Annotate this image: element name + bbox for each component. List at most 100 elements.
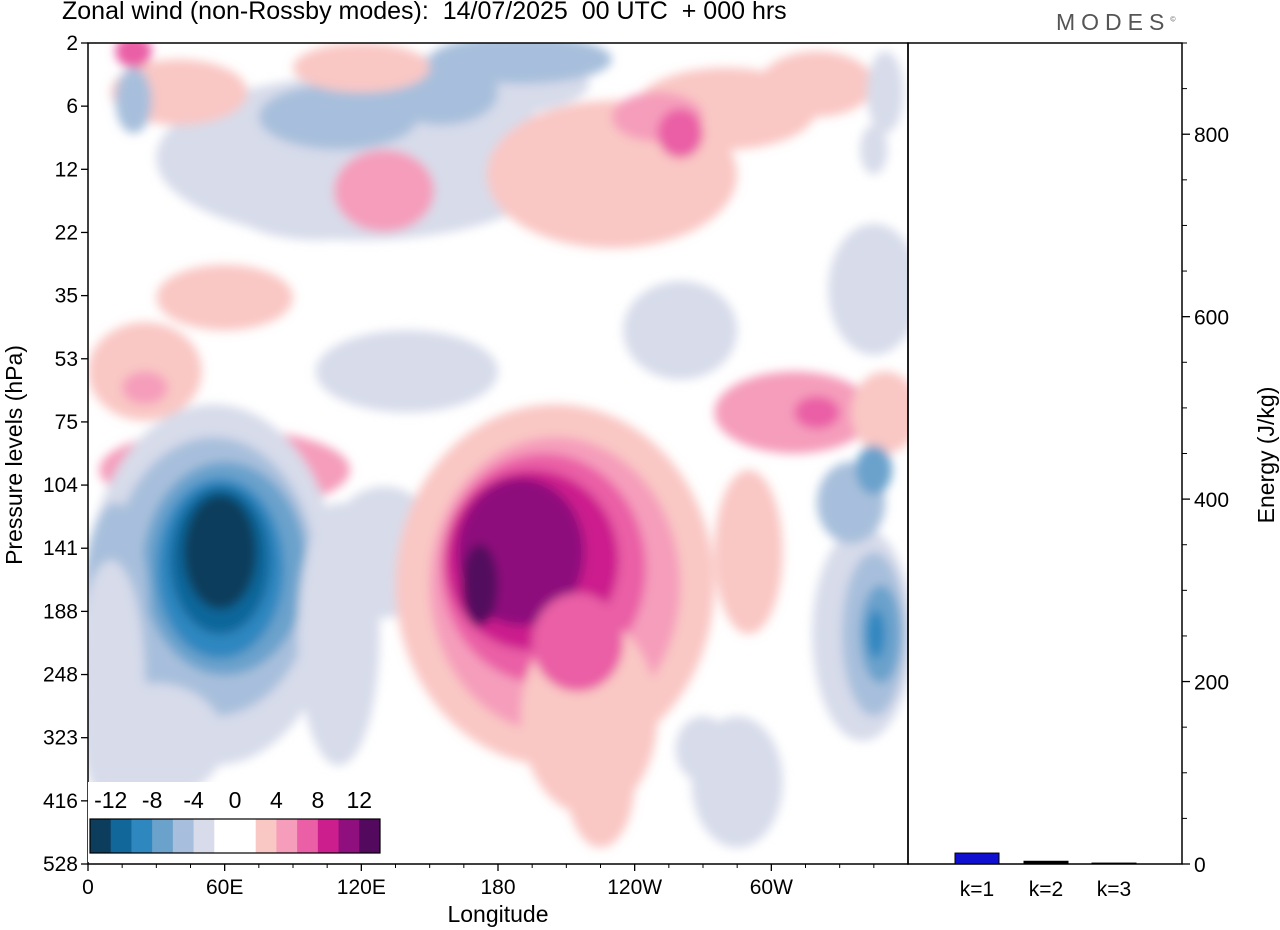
wind-contour-blob	[115, 43, 152, 68]
wind-contour-blob	[657, 108, 703, 158]
brand-mark: ©	[1170, 16, 1176, 24]
energy-tick-label: 400	[1194, 489, 1229, 512]
x-tick-label: 0	[82, 876, 94, 899]
modes-logo: MODES©	[1056, 9, 1176, 36]
colorbar-label: 0	[229, 787, 242, 813]
colorbar-cell	[214, 819, 236, 853]
colorbar-cell	[110, 819, 132, 853]
wind-contour-blob	[258, 84, 419, 150]
y-tick-label: 188	[43, 600, 78, 623]
colorbar-cell	[152, 819, 174, 853]
y-tick-label: 2	[66, 32, 78, 55]
wind-contour-blob	[855, 445, 893, 495]
wind-contour-blob	[794, 396, 840, 429]
wind-contour-blob	[828, 223, 908, 355]
y-tick-label: 528	[43, 853, 78, 876]
y-tick-label: 35	[55, 285, 78, 308]
brand-text: MODES	[1056, 9, 1171, 35]
colorbar-label: -8	[142, 787, 162, 813]
colorbar-cell	[276, 819, 298, 853]
energy-bar	[954, 852, 1000, 865]
energy-tick-label: 800	[1194, 124, 1229, 147]
colorbar-cell	[172, 819, 195, 853]
bar-labels: k=1 k=2 k=3	[960, 878, 1131, 901]
colorbar-cell	[317, 819, 340, 853]
energy-tick-label: 0	[1194, 854, 1206, 877]
colorbar-labels: -12 -8 -4 0 4 8 12	[94, 787, 372, 813]
energy-bar	[1023, 860, 1069, 865]
colorbar-cell	[193, 819, 215, 853]
x-axis-label: Longitude	[447, 901, 548, 927]
x-tick-label: 120E	[337, 876, 386, 899]
wind-contour-blob	[566, 716, 635, 848]
colorbar-cell	[255, 819, 277, 853]
x-tick-label: 60W	[750, 876, 793, 899]
x-tick-label: 120W	[607, 876, 662, 899]
energy-tick-label: 600	[1194, 307, 1229, 330]
bar-category-label: k=1	[960, 878, 994, 901]
wind-contour-blob	[759, 51, 874, 117]
wind-contour-blob	[122, 371, 168, 405]
y-tick-label: 141	[43, 537, 78, 560]
colorbar-cell	[235, 819, 257, 853]
colorbar-cell	[90, 819, 112, 853]
energy-bar	[1091, 862, 1137, 865]
colorbar-cell	[338, 819, 360, 853]
chart-title: Zonal wind (non-Rossby modes): 14/07/202…	[62, 0, 787, 25]
x-tick-label: 60E	[206, 876, 243, 899]
colorbar-frame	[89, 818, 381, 854]
y-tick-label: 323	[43, 727, 78, 750]
wind-contour-blob	[860, 125, 888, 175]
wind-contour-blob	[156, 264, 293, 331]
wind-contours	[88, 43, 908, 848]
energy-axis: 0 200 400 600 800	[1182, 42, 1229, 877]
wind-contour-blob	[293, 43, 430, 93]
y-tick-label: 6	[66, 95, 78, 118]
colorbar-label: 4	[270, 787, 283, 813]
wind-contour-blob	[315, 330, 498, 413]
wind-contour-blob	[623, 281, 738, 380]
wind-contour-blob	[115, 67, 152, 134]
colorbar-label: -4	[183, 787, 204, 813]
wind-contour-blob	[88, 322, 202, 421]
energy-frame	[907, 42, 1183, 865]
energy-tick-label: 200	[1194, 672, 1229, 695]
wind-field	[88, 43, 908, 848]
wind-contour-blob	[297, 502, 380, 766]
bar-category-label: k=2	[1029, 878, 1063, 901]
wind-contour-blob	[461, 543, 498, 626]
wind-contour-blob	[851, 371, 908, 454]
wind-contour-blob	[714, 371, 874, 454]
y-tick-label: 22	[55, 221, 78, 244]
y-tick-label: 104	[43, 474, 78, 497]
wind-contour-blob	[714, 469, 783, 635]
y-axis-label: Pressure levels (hPa)	[1, 345, 27, 565]
wind-contour-blob	[867, 51, 904, 134]
colorbar-label: -12	[94, 787, 127, 813]
y-tick-label: 12	[55, 158, 78, 181]
colorbar-cells	[90, 819, 381, 853]
colorbar-label: 12	[346, 787, 372, 813]
pressure-axis: 2 6 12 22 35 53 75 104 141 188 248 323 416 528	[43, 32, 88, 876]
colorbar-label: 8	[311, 787, 324, 813]
y-tick-label: 53	[55, 348, 78, 371]
y-tick-label: 75	[55, 411, 78, 434]
energy-bars	[954, 852, 1137, 865]
longitude-axis: 0 60E 120E 180 120W 60W	[82, 864, 875, 899]
wind-contour-blob	[88, 683, 225, 799]
wind-contour-blob	[532, 593, 624, 692]
colorbar-cell	[131, 819, 153, 853]
wind-contour-blob	[183, 494, 257, 610]
wind-contour-blob	[334, 149, 435, 232]
heatmap-panel	[87, 42, 909, 865]
colorbar-cell	[297, 819, 319, 853]
energy-axis-label: Energy (J/kg)	[1253, 387, 1279, 524]
wind-contour-blob	[867, 609, 886, 659]
wind-contour-blob	[675, 716, 731, 782]
colorbar-cell	[359, 819, 381, 853]
bar-category-label: k=3	[1097, 878, 1131, 901]
y-tick-label: 416	[43, 790, 78, 813]
y-tick-label: 248	[43, 664, 78, 687]
x-tick-label: 180	[480, 876, 515, 899]
